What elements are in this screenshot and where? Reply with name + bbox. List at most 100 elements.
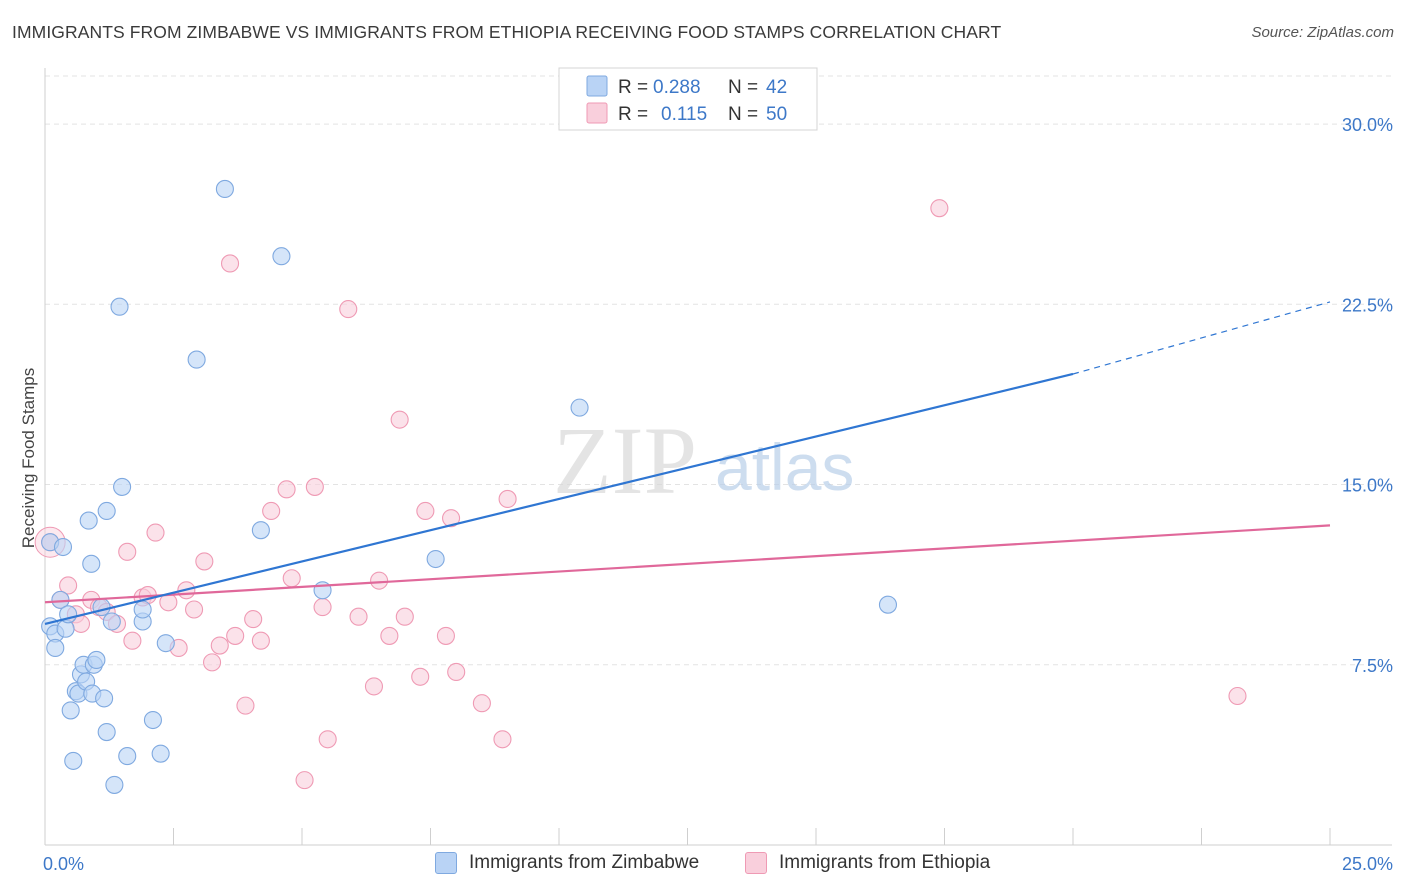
ethiopia-point [447, 662, 466, 682]
y-tick-label: 30.0% [1342, 115, 1393, 135]
zimbabwe-point [61, 701, 80, 720]
ethiopia-point [185, 600, 204, 619]
ethiopia-point [930, 199, 949, 218]
trend-lines [44, 301, 1331, 625]
y-tick-labels: 7.5% 15.0% 22.5% 30.0% [1342, 115, 1393, 676]
ethiopia-point [1228, 686, 1247, 706]
ethiopia-point [59, 576, 78, 595]
trend-line-zimbabwe [44, 372, 1074, 625]
watermark-zip: ZIP [553, 407, 697, 514]
ethiopia-point [370, 571, 389, 590]
ethiopia-point [146, 523, 165, 542]
legend-n-value-zimbabwe: 42 [766, 77, 787, 98]
legend-r-value-zimbabwe: 0.288 [653, 77, 701, 98]
ethiopia-point [295, 771, 314, 790]
zimbabwe-point [187, 350, 206, 369]
ethiopia-point [416, 501, 435, 521]
zimbabwe-point [95, 689, 114, 708]
ethiopia-point [313, 598, 332, 617]
zimbabwe-point [92, 598, 111, 617]
zimbabwe-point [133, 600, 152, 619]
trend-line-zimbabwe-extension [1072, 301, 1331, 375]
ethiopia-point [493, 730, 512, 749]
ethiopia-point [220, 254, 240, 273]
zimbabwe-point [97, 723, 116, 742]
y-axis-label: Receiving Food Stamps [19, 368, 38, 548]
source-label: Source: ZipAtlas.com [1251, 24, 1394, 41]
zimbabwe-point [53, 537, 73, 557]
zimbabwe-point [97, 501, 116, 521]
zimbabwe-point [105, 775, 124, 794]
ethiopia-point [411, 667, 430, 686]
zimbabwe-point [113, 477, 132, 496]
zimbabwe-point [156, 634, 175, 653]
ethiopia-point [395, 607, 414, 626]
ethiopia-point [498, 489, 517, 509]
chart-title: IMMIGRANTS FROM ZIMBABWE VS IMMIGRANTS F… [12, 22, 1002, 42]
ethiopia-point [472, 694, 491, 713]
zimbabwe-point [570, 398, 589, 417]
ethiopia-point [251, 631, 270, 650]
zimbabwe-point [426, 549, 445, 569]
zimbabwe-point [79, 511, 98, 530]
zimbabwe-point [46, 638, 65, 657]
legend-n-label-ethiopia: N = [728, 104, 758, 125]
ethiopia-point [226, 626, 245, 645]
ethiopia-point [277, 480, 296, 499]
watermark-atlas: atlas [715, 430, 854, 504]
zimbabwe-point [272, 247, 291, 266]
zimbabwe-point [215, 179, 234, 198]
zimbabwe-point [64, 751, 83, 770]
ethiopia-point [203, 653, 222, 672]
zimbabwe-point [118, 747, 137, 766]
legend-label-zimbabwe: Immigrants from Zimbabwe [469, 852, 700, 873]
legend-item-zimbabwe: Immigrants from Zimbabwe [435, 852, 699, 874]
zimbabwe-point [151, 744, 170, 763]
y-tick-label: 15.0% [1342, 476, 1393, 496]
ethiopia-point [236, 696, 255, 715]
ethiopia-point [305, 477, 324, 496]
trend-line-ethiopia [44, 524, 1331, 604]
series-legend: Immigrants from Zimbabwe Immigrants from… [0, 852, 1406, 878]
ethiopia-point [262, 501, 281, 521]
ethiopia-point [195, 552, 214, 571]
axes [44, 68, 1392, 846]
x-tick-labels: 0.0% 25.0% [43, 854, 1393, 874]
ethiopia-point [282, 569, 301, 588]
ethiopia-point [364, 677, 384, 696]
zimbabwe-point [82, 554, 101, 573]
ethiopia-point [339, 300, 358, 319]
ethiopia-point [436, 626, 455, 645]
legend-r-value-ethiopia: 0.115 [661, 104, 707, 125]
x-tick-label: 25.0% [1342, 854, 1393, 874]
legend-r-label-zimbabwe: R = [618, 77, 648, 98]
ethiopia-point [210, 636, 229, 655]
x-tick-label: 0.0% [43, 854, 84, 874]
ethiopia-point [390, 410, 409, 429]
legend-r-label-ethiopia: R = [618, 104, 648, 125]
legend-item-ethiopia: Immigrants from Ethiopia [745, 852, 990, 874]
ethiopia-point [318, 730, 337, 749]
legend-n-value-ethiopia: 50 [766, 104, 787, 125]
legend-swatch-ethiopia [586, 102, 608, 124]
grid-lines [45, 75, 1392, 666]
ethiopia-point [380, 626, 399, 645]
legend-swatch-blue [435, 852, 457, 874]
zimbabwe-point [110, 297, 129, 316]
ethiopia-point [349, 607, 368, 626]
zimbabwe-point [143, 710, 162, 730]
ethiopia-point [244, 610, 263, 629]
ethiopia-point [118, 542, 137, 561]
ethiopia-point [442, 509, 461, 528]
y-tick-label: 7.5% [1352, 656, 1393, 676]
zimbabwe-point [251, 521, 270, 540]
legend-swatch-pink [745, 852, 767, 874]
legend-label-ethiopia: Immigrants from Ethiopia [779, 852, 991, 873]
zimbabwe-point [102, 612, 121, 631]
legend-n-label-zimbabwe: N = [728, 77, 758, 98]
zimbabwe-point [878, 595, 898, 614]
legend-swatch-zimbabwe [586, 75, 608, 97]
ethiopia-point [123, 631, 142, 650]
watermark: ZIP atlas [553, 407, 854, 514]
